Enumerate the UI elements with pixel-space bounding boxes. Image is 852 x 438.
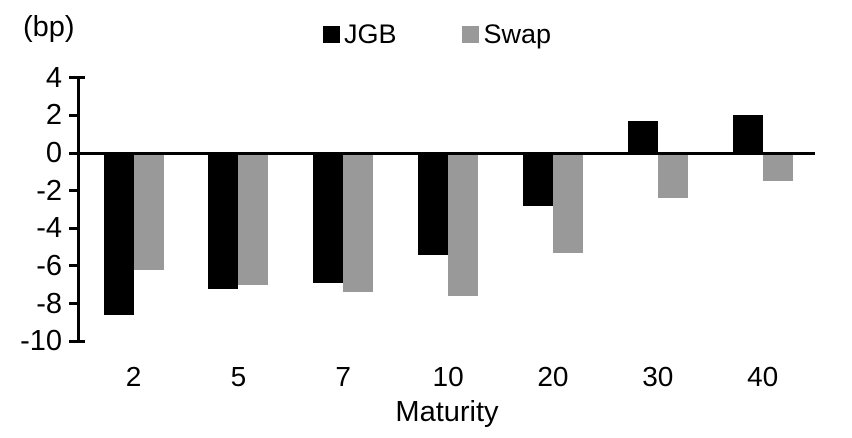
bar-swap-5 [238, 153, 269, 285]
bar-swap-20 [552, 153, 583, 253]
jgb-legend-label: JGB [343, 19, 397, 49]
swap-legend-swatch-icon [462, 26, 480, 43]
bar-swap-2 [133, 153, 164, 270]
bar-jgb-2 [103, 153, 134, 315]
x-axis-zero-line [77, 151, 815, 155]
jgb-legend-swatch-icon [322, 26, 340, 43]
x-tick-label: 20 [537, 361, 569, 392]
bar-swap-30 [657, 153, 688, 199]
y-tick-label: -8 [36, 287, 62, 320]
y-tick-label: -2 [36, 174, 62, 207]
y-axis-tick [69, 113, 78, 117]
x-tick-label: 30 [642, 361, 674, 392]
legend-item-jgb: JGB [322, 19, 397, 50]
y-tick-label: 0 [45, 137, 62, 169]
y-axis-tick [69, 151, 78, 155]
x-tick-label: 7 [335, 361, 351, 392]
x-tick-label: 5 [230, 361, 247, 392]
y-tick-label: -4 [36, 212, 62, 245]
x-tick-label: 2 [125, 361, 142, 392]
x-tick-label: 40 [747, 361, 779, 392]
bar-jgb-20 [522, 153, 553, 206]
bar-swap-40 [762, 153, 793, 182]
y-axis-tick [69, 302, 78, 306]
legend-item-swap: Swap [462, 19, 551, 50]
bar-jgb-7 [313, 153, 344, 283]
x-axis-title: Maturity [395, 396, 499, 428]
y-axis-tick [69, 226, 78, 230]
y-tick-label: 2 [45, 99, 62, 132]
y-tick-label: 4 [45, 61, 62, 94]
y-axis-tick [69, 76, 85, 80]
legend: JGB Swap [11, 19, 852, 50]
swap-legend-label: Swap [483, 19, 552, 49]
bar-jgb-5 [208, 153, 239, 289]
y-axis-tick [69, 339, 85, 343]
bar-swap-10 [448, 153, 479, 297]
y-tick-label: -10 [20, 325, 62, 358]
bar-jgb-30 [627, 121, 658, 153]
bar-jgb-10 [418, 153, 449, 255]
bar-jgb-40 [732, 115, 763, 153]
y-axis-tick [69, 189, 78, 193]
y-tick-label: -6 [36, 249, 62, 282]
y-axis-line [77, 76, 80, 343]
y-axis-unit-label: (bp) [23, 11, 75, 43]
bar-swap-7 [343, 153, 374, 293]
y-axis-tick [69, 264, 78, 268]
x-tick-label: 10 [432, 361, 464, 392]
